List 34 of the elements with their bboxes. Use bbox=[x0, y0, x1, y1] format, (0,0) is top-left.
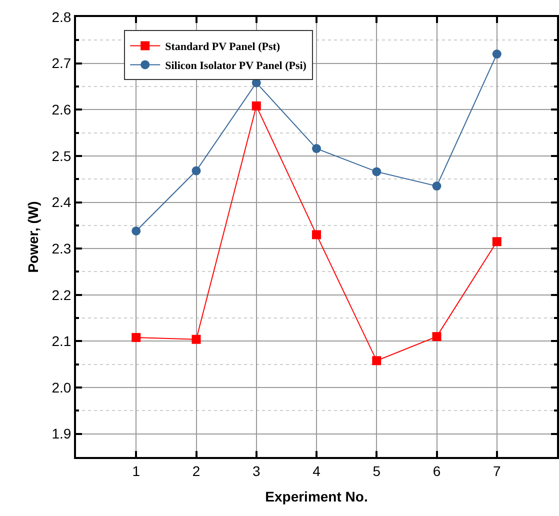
point bbox=[312, 230, 321, 240]
point bbox=[132, 333, 141, 342]
y-tick-label: 2.0 bbox=[52, 379, 72, 396]
point bbox=[312, 144, 321, 154]
legend-label: Silicon Isolator PV Panel (Psi) bbox=[165, 60, 307, 72]
y-tick-label: 2.6 bbox=[52, 102, 72, 118]
point bbox=[192, 334, 201, 344]
x-tick-label: 6 bbox=[432, 462, 441, 479]
x-axis-title: Experiment No. bbox=[265, 488, 368, 505]
point bbox=[192, 166, 201, 176]
y-tick-label: 2.1 bbox=[52, 333, 72, 350]
point bbox=[432, 182, 442, 191]
y-tick-label: 2.5 bbox=[52, 148, 72, 164]
x-tick-label: 1 bbox=[132, 462, 140, 479]
x-tick-label: 4 bbox=[312, 462, 321, 479]
point bbox=[252, 101, 261, 110]
point bbox=[372, 356, 382, 366]
y-tick-label: 1.9 bbox=[52, 426, 72, 442]
y-tick-label: 2.3 bbox=[52, 240, 72, 256]
x-tick-label: 7 bbox=[492, 462, 501, 479]
point bbox=[432, 332, 442, 342]
y-tick-label: 2.7 bbox=[52, 55, 72, 72]
y-tick-label: 2.4 bbox=[52, 194, 72, 210]
y-tick-label: 2.2 bbox=[52, 286, 72, 303]
legend-label: Standard PV Panel (Pst) bbox=[165, 40, 280, 53]
y-tick-label: 2.8 bbox=[52, 8, 72, 25]
point bbox=[132, 226, 141, 236]
point bbox=[492, 237, 502, 246]
point bbox=[492, 50, 502, 59]
x-tick-label: 2 bbox=[192, 462, 200, 479]
point bbox=[372, 167, 382, 176]
x-tick-label: 5 bbox=[372, 462, 381, 479]
y-axis-title: Power, (W) bbox=[24, 201, 41, 273]
x-tick-label: 3 bbox=[252, 462, 260, 479]
